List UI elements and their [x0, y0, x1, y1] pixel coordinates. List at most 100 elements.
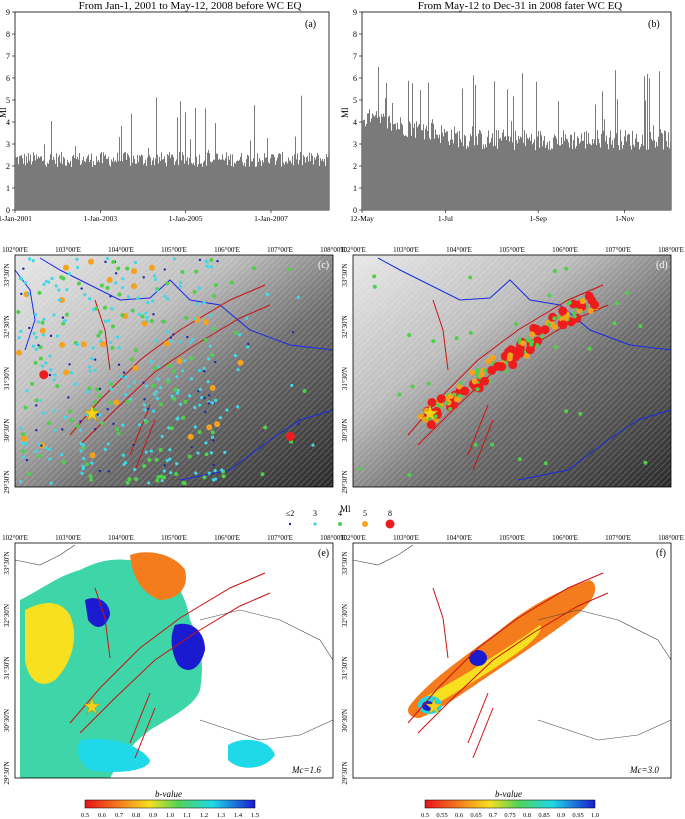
- event-dot: [520, 340, 527, 347]
- event-dot: [81, 443, 85, 447]
- colorbar-tick-label: 0.9: [557, 812, 565, 819]
- event-dot: [208, 344, 212, 348]
- y-tick-label: 7: [353, 52, 357, 61]
- event-dot: [163, 340, 170, 347]
- event-dot: [53, 428, 57, 432]
- event-dot: [285, 431, 295, 441]
- event-dot: [117, 346, 121, 350]
- y-tick-label: 2: [353, 162, 357, 171]
- panel-e-mc: Mc=1.6: [291, 765, 321, 775]
- event-dot: [211, 478, 216, 482]
- event-dot: [157, 365, 161, 369]
- event-dot: [76, 342, 80, 347]
- event-dot: [210, 430, 215, 435]
- event-dot: [485, 358, 492, 365]
- event-dot: [127, 477, 132, 482]
- fault-line: [472, 419, 494, 471]
- event-dot: [252, 266, 257, 271]
- colorbar-tick-label: 1.0: [591, 812, 599, 819]
- event-dot: [110, 324, 115, 329]
- event-dot: [140, 314, 145, 319]
- lat-tick-label: 30°30'N: [3, 709, 11, 732]
- event-dot: [517, 337, 522, 342]
- event-dot: [100, 421, 105, 426]
- fault-line: [417, 592, 609, 734]
- event-dot: [213, 360, 217, 364]
- event-dot: [433, 414, 438, 419]
- event-dot: [91, 346, 95, 350]
- lon-tick-label: 104°00'E: [108, 534, 134, 542]
- colorbar-f-title: b-value: [495, 789, 522, 799]
- epicenter-star-d: [421, 404, 439, 422]
- panel-b-y-label: Ml: [340, 107, 350, 118]
- event-dot: [311, 443, 315, 447]
- event-dot: [558, 320, 568, 330]
- lat-tick-label: 30°30'N: [3, 419, 11, 442]
- panel-c-events: [16, 256, 315, 486]
- panel-e-high-b-zone-4: [228, 739, 275, 768]
- event-dot: [40, 444, 43, 447]
- event-dot: [579, 298, 586, 305]
- event-dot: [247, 342, 250, 346]
- event-dot: [204, 452, 209, 457]
- event-dot: [191, 337, 195, 341]
- event-dot: [68, 409, 73, 414]
- legend-label: 8: [388, 509, 392, 518]
- event-dot: [120, 313, 125, 318]
- lat-tick-label: 29°30'N: [341, 470, 349, 493]
- event-dot: [38, 356, 43, 361]
- event-dot: [624, 290, 629, 295]
- event-dot: [313, 522, 317, 526]
- event-dot: [125, 480, 130, 485]
- event-dot: [21, 432, 26, 437]
- colorbar-tick-label: 1.5: [251, 812, 259, 819]
- event-dot: [407, 472, 412, 477]
- event-dot: [297, 422, 300, 426]
- event-dot: [543, 461, 548, 466]
- event-dot: [576, 307, 583, 314]
- event-dot: [180, 369, 185, 373]
- event-dot: [206, 424, 213, 431]
- event-dot: [31, 259, 35, 263]
- event-dot: [154, 338, 158, 343]
- event-dot: [68, 363, 71, 366]
- event-dot: [169, 426, 174, 431]
- event-dot: [168, 457, 172, 461]
- event-dot: [65, 288, 69, 292]
- event-dot: [178, 340, 182, 344]
- event-dot: [198, 387, 202, 391]
- lon-tick-label: 106°00'E: [214, 246, 240, 254]
- lat-tick-label: 30°30'N: [341, 709, 349, 732]
- event-dot: [558, 306, 568, 316]
- lat-tick-label: 33°30'N: [3, 263, 11, 286]
- event-dot: [447, 393, 454, 400]
- event-dot: [454, 336, 459, 341]
- event-dot: [572, 314, 577, 319]
- event-dot: [290, 383, 294, 388]
- event-dot: [578, 411, 583, 416]
- event-dot: [27, 257, 32, 261]
- lat-tick-label: 31°30'N: [341, 367, 349, 390]
- y-tick-label: 1: [353, 184, 357, 193]
- x-tick-label: 12-May: [350, 214, 374, 223]
- event-dot: [210, 401, 215, 405]
- event-dot: [218, 416, 222, 420]
- lon-tick-label: 108°00'E: [320, 246, 346, 254]
- event-dot: [174, 471, 179, 476]
- event-dot: [42, 317, 46, 321]
- y-tick-label: 4: [353, 118, 357, 127]
- event-dot: [302, 389, 307, 394]
- event-dot: [48, 457, 52, 461]
- event-dot: [265, 292, 270, 296]
- fault-line: [407, 572, 604, 724]
- event-dot: [287, 267, 292, 272]
- event-dot: [165, 281, 170, 286]
- event-dot: [67, 396, 70, 399]
- series-a-bars: [15, 95, 329, 210]
- event-dot: [156, 377, 160, 381]
- fault-line: [69, 284, 266, 436]
- event-dot: [478, 372, 485, 379]
- event-dot: [81, 464, 85, 468]
- panel-e-label: (e): [318, 548, 329, 559]
- event-dot: [614, 301, 619, 306]
